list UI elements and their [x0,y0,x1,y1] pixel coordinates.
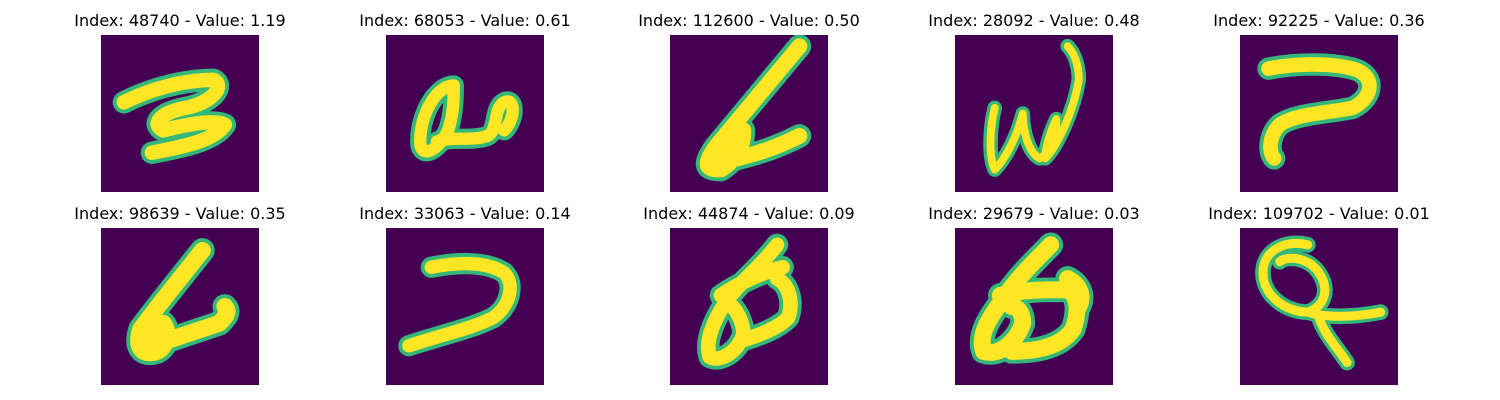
panel-7: Index: 33063 - Value: 0.14 [323,193,607,385]
panel-title: Index: 33063 - Value: 0.14 [359,204,571,223]
panel-10: Index: 109702 - Value: 0.01 [1177,193,1461,385]
panel-3: Index: 112600 - Value: 0.50 [607,0,891,192]
panel-1: Index: 48740 - Value: 1.19 [38,0,322,192]
glyph-image [386,228,544,385]
glyph-image [101,228,259,385]
glyph-image [1240,35,1398,192]
panel-5: Index: 92225 - Value: 0.36 [1177,0,1461,192]
glyph-image [386,35,544,192]
glyph-image [955,35,1113,192]
glyph-image [1240,228,1398,385]
glyph-svg [955,228,1113,385]
glyph-svg [101,228,259,385]
panel-title: Index: 29679 - Value: 0.03 [928,204,1140,223]
glyph-svg [1240,228,1398,385]
panel-title: Index: 112600 - Value: 0.50 [638,11,860,30]
glyph-svg [386,35,544,192]
glyph-svg [670,228,828,385]
panel-title: Index: 92225 - Value: 0.36 [1213,11,1425,30]
panel-title: Index: 48740 - Value: 1.19 [74,11,286,30]
panel-6: Index: 98639 - Value: 0.35 [38,193,322,385]
panel-title: Index: 28092 - Value: 0.48 [928,11,1140,30]
panel-2: Index: 68053 - Value: 0.61 [323,0,607,192]
glyph-svg [955,35,1113,192]
panel-title: Index: 68053 - Value: 0.61 [359,11,571,30]
panel-title: Index: 98639 - Value: 0.35 [74,204,286,223]
glyph-svg [101,35,259,192]
panel-8: Index: 44874 - Value: 0.09 [607,193,891,385]
panel-title: Index: 109702 - Value: 0.01 [1208,204,1430,223]
glyph-svg [670,35,828,192]
glyph-image [670,35,828,192]
glyph-svg [1240,35,1398,192]
glyph-image [670,228,828,385]
panel-4: Index: 28092 - Value: 0.48 [892,0,1176,192]
panel-9: Index: 29679 - Value: 0.03 [892,193,1176,385]
glyph-svg [386,228,544,385]
panel-title: Index: 44874 - Value: 0.09 [643,204,855,223]
glyph-image [955,228,1113,385]
glyph-image [101,35,259,192]
